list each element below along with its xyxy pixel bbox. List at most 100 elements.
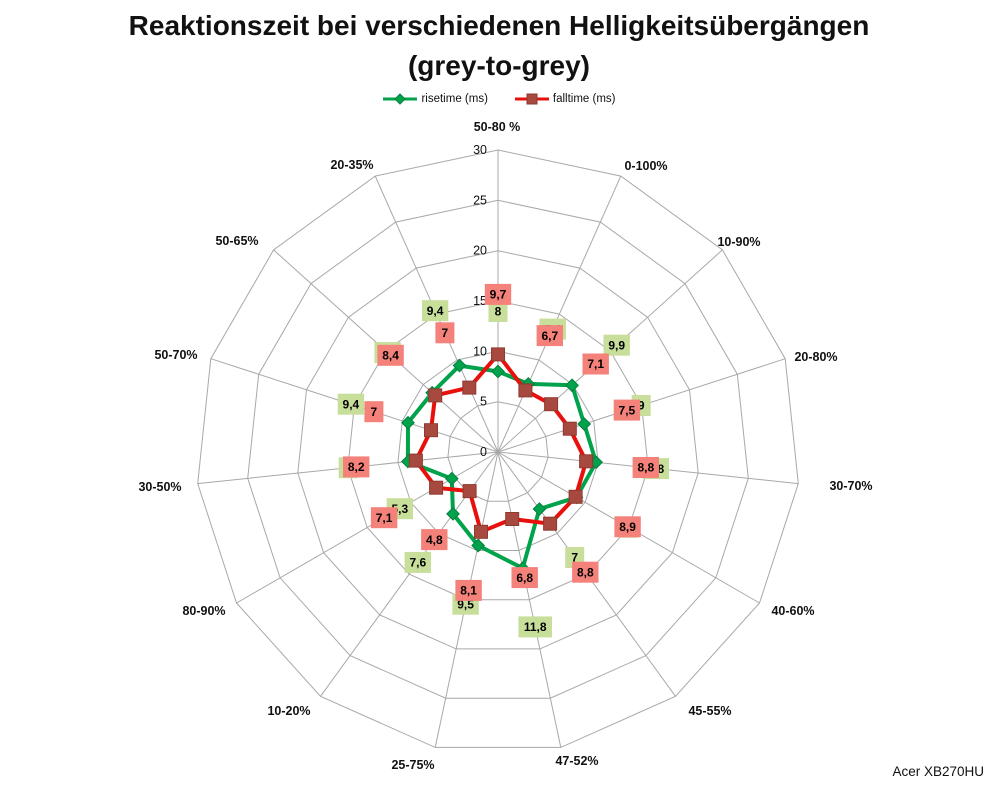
grid-ring [397, 350, 599, 551]
data-label: 7,1 [587, 357, 604, 371]
grid-spoke [497, 175, 622, 453]
data-label-box [370, 507, 398, 529]
square-marker-icon [568, 489, 583, 504]
tick-label: 10 [473, 344, 487, 358]
risetime-swatch-icon [383, 93, 418, 105]
data-label: 9,4 [427, 304, 444, 318]
category-label: 50-70% [154, 348, 197, 362]
square-marker-icon [462, 380, 477, 395]
legend-label-falltime: falltime (ms) [552, 93, 616, 105]
diamond-marker-icon [401, 415, 415, 430]
diamond-marker-icon [491, 364, 505, 379]
data-label-box [511, 567, 538, 589]
tick-label: 15 [473, 294, 487, 308]
data-label: 7,1 [376, 511, 393, 525]
category-label: 50-80 % [474, 120, 521, 134]
category-label: 45-55% [688, 704, 731, 718]
data-label: 8,2 [348, 460, 365, 474]
diamond-marker-icon [452, 358, 467, 373]
grid-ring [447, 401, 549, 502]
data-label-box [343, 456, 370, 478]
data-label-box [455, 579, 482, 601]
data-label: 4,8 [426, 533, 443, 547]
diamond-marker-icon [471, 538, 486, 553]
tick-label: 5 [480, 395, 487, 409]
data-label: 7 [571, 551, 578, 565]
chart-title: Reaktionszeit bei verschiedenen Helligke… [0, 6, 998, 86]
tick-label: 20 [473, 244, 487, 258]
data-label: 8,9 [619, 520, 636, 534]
diamond-marker-icon [532, 502, 547, 516]
legend-label-risetime: risetime (ms) [421, 93, 488, 105]
series-falltime [408, 347, 594, 539]
data-label: 8,8 [577, 565, 594, 579]
chart-legend: risetime (ms) falltime (ms) [0, 92, 998, 106]
tick-label: 30 [473, 143, 487, 157]
data-label-box [632, 457, 659, 478]
data-label: 8,8 [637, 461, 654, 475]
data-label-box [421, 529, 448, 551]
chart-title-line1: Reaktionszeit bei verschiedenen Helligke… [128, 10, 870, 41]
category-label: 80-90% [182, 604, 225, 618]
chart-title-line2: (grey-to-grey) [407, 49, 590, 81]
grid-ring [247, 199, 749, 699]
data-label: 7 [442, 326, 449, 340]
data-label-box [613, 399, 641, 421]
data-label: 11,8 [524, 620, 547, 634]
category-label: 0-100% [624, 159, 667, 173]
square-marker-icon [491, 347, 505, 362]
monitor-model-label: Acer XB270HU [892, 764, 984, 779]
data-label-box [536, 325, 563, 347]
grid-spoke [497, 451, 562, 748]
data-label-box [572, 561, 599, 583]
category-label: 30-50% [138, 480, 181, 494]
data-label: 8,4 [382, 349, 399, 363]
square-marker-icon [579, 454, 594, 469]
category-label: 30-70% [829, 479, 872, 493]
data-label-box [421, 300, 449, 322]
data-label-box [603, 334, 630, 356]
series-line [413, 352, 589, 534]
diamond-marker-icon [444, 471, 459, 486]
data-label-box [488, 301, 508, 322]
data-label-box [518, 616, 552, 638]
grid-ring [197, 149, 799, 748]
radar-grid [197, 149, 799, 748]
category-label: 10-20% [267, 704, 310, 718]
square-marker-icon [543, 516, 558, 531]
grid-ring [297, 250, 699, 650]
square-marker-icon [505, 512, 520, 526]
data-label: 9 [638, 399, 645, 413]
square-marker-icon [462, 484, 477, 499]
data-label-box [404, 551, 431, 573]
category-label: 20-80% [794, 350, 837, 364]
tick-label: 25 [473, 193, 487, 207]
data-label: 9,7 [490, 288, 507, 302]
radial-tick-labels: 0 5 10 15 20 25 30 [473, 143, 487, 459]
data-label: 6,8 [516, 571, 533, 585]
data-label: 9,9 [608, 338, 625, 352]
square-marker-icon [518, 383, 533, 398]
data-label: 7,6 [409, 556, 426, 570]
data-label: 6,7 [541, 329, 558, 343]
square-marker-icon [544, 397, 559, 412]
category-labels: 50-80 % 0-100% 10-90% 20-80% 30-70% 40-60% 45-… [138, 120, 872, 772]
square-marker-icon [429, 480, 444, 495]
square-marker-icon [562, 421, 577, 436]
data-label: 7 [371, 405, 378, 419]
data-label-box [364, 401, 384, 423]
category-label: 25-75% [391, 758, 434, 772]
falltime-swatch-icon [514, 93, 549, 105]
diamond-marker-icon [565, 378, 579, 393]
category-label: 47-52% [555, 754, 598, 768]
data-label: 7,5 [619, 403, 636, 417]
square-marker-icon [424, 423, 438, 438]
legend-item-risetime: risetime (ms) [382, 92, 488, 106]
legend-item-falltime: falltime (ms) [514, 92, 616, 106]
series-line [405, 363, 599, 571]
data-label: 8,1 [460, 584, 477, 598]
data-label: 8 [495, 305, 502, 319]
data-label-box [484, 283, 512, 305]
data-label-box [582, 353, 609, 375]
